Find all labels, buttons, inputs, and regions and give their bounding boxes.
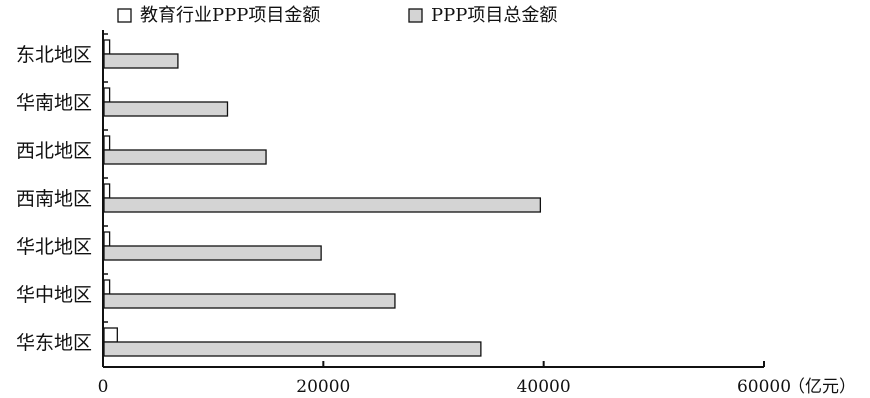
bar-total-ppp bbox=[103, 293, 396, 309]
legend-swatch-total-ppp bbox=[408, 8, 423, 23]
bar-total-ppp bbox=[103, 53, 179, 69]
x-tick-label: 0 bbox=[98, 377, 109, 397]
legend-label-total-ppp: PPP项目总金额 bbox=[431, 5, 557, 26]
bar-education-ppp bbox=[103, 183, 111, 199]
bars bbox=[103, 39, 542, 357]
x-axis-unit-label: （亿元） bbox=[788, 377, 856, 397]
category-label: 华中地区 bbox=[16, 284, 92, 306]
category-label: 东北地区 bbox=[16, 44, 92, 66]
bar-total-ppp bbox=[103, 245, 322, 261]
legend: 教育行业PPP项目金额 PPP项目总金额 bbox=[117, 5, 557, 26]
bar-total-ppp bbox=[103, 149, 267, 165]
legend-swatch-education-ppp bbox=[117, 8, 132, 23]
bar-education-ppp bbox=[103, 87, 111, 103]
bar-total-ppp bbox=[103, 341, 482, 357]
bar-education-ppp bbox=[103, 135, 111, 151]
bar-education-ppp bbox=[103, 39, 111, 55]
category-label: 华南地区 bbox=[16, 92, 92, 114]
axes: 0 20000 40000 60000（亿元） bbox=[98, 30, 856, 397]
category-label: 华东地区 bbox=[16, 332, 92, 354]
bar-total-ppp bbox=[103, 101, 229, 117]
bar-education-ppp bbox=[103, 327, 118, 343]
category-label: 华北地区 bbox=[16, 236, 92, 258]
legend-label-education-ppp: 教育行业PPP项目金额 bbox=[140, 5, 320, 26]
bar-total-ppp bbox=[103, 197, 542, 213]
x-tick-label: 40000 bbox=[517, 377, 571, 397]
bar-education-ppp bbox=[103, 231, 111, 247]
x-tick-label: 20000 bbox=[296, 377, 350, 397]
category-label: 西南地区 bbox=[16, 188, 92, 210]
category-label: 西北地区 bbox=[16, 140, 92, 162]
bar-education-ppp bbox=[103, 279, 111, 295]
x-tick-label: 60000 bbox=[737, 377, 791, 397]
